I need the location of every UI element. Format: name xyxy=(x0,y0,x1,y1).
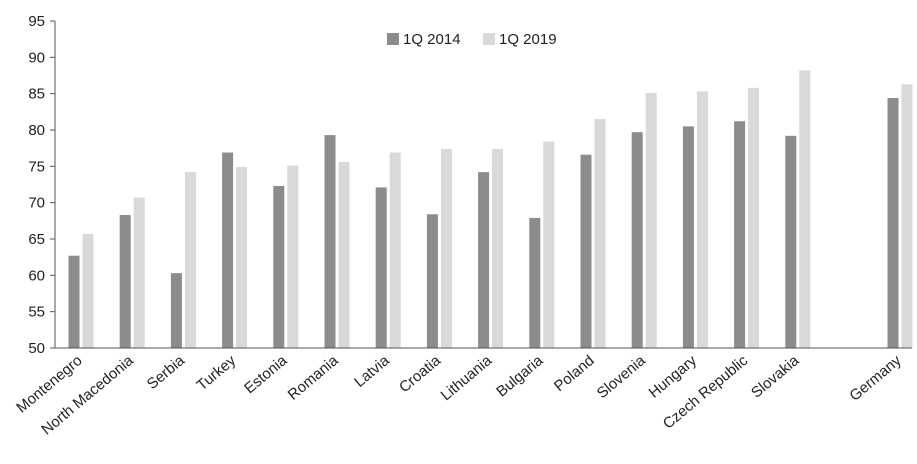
bar-series-2 xyxy=(543,141,555,348)
bar-series-2 xyxy=(184,172,196,348)
bar-series-2 xyxy=(799,70,811,348)
y-tick-label: 60 xyxy=(28,267,45,284)
x-category-label: North Macedonia xyxy=(38,352,137,439)
y-tick-label: 75 xyxy=(28,158,45,175)
bar-series-1 xyxy=(682,126,694,348)
x-category-label: Germany xyxy=(846,352,905,405)
y-tick-label: 95 xyxy=(28,13,45,30)
bar-series-1 xyxy=(631,132,643,348)
x-category-label: Bulgaria xyxy=(493,352,547,401)
bar-series-2 xyxy=(696,91,708,348)
bar-series-2 xyxy=(133,197,145,348)
bar-series-1 xyxy=(887,98,899,348)
x-category-label: Romania xyxy=(285,352,342,404)
y-axis: 50 55 60 65 70 75 80 85 90 95 xyxy=(28,13,56,357)
x-category-label: Slovakia xyxy=(748,352,803,402)
bar-series-2 xyxy=(389,152,401,348)
x-category-label: Croatia xyxy=(396,352,444,397)
bar-series-1 xyxy=(119,215,131,348)
legend-swatch xyxy=(387,33,399,45)
bar-series-1 xyxy=(529,217,541,348)
bar-series-1 xyxy=(375,187,387,348)
y-tick-label: 80 xyxy=(28,122,45,139)
x-category-label: Lithuania xyxy=(438,352,496,405)
bar-series-1 xyxy=(68,255,80,348)
bar-series-2 xyxy=(236,167,248,348)
legend: 1Q 2014 1Q 2019 xyxy=(387,31,557,48)
bar-series-2 xyxy=(287,165,299,348)
x-category-label: Poland xyxy=(551,352,598,395)
y-tick-label: 55 xyxy=(28,304,45,321)
bar-series-2 xyxy=(440,148,452,348)
y-tick-label: 70 xyxy=(28,195,45,212)
y-tick-label: 90 xyxy=(28,49,45,66)
y-tick-label: 65 xyxy=(28,231,45,248)
bar-series-2 xyxy=(82,233,94,348)
x-category-label: Estonia xyxy=(241,352,291,398)
legend-label: 1Q 2014 xyxy=(403,31,461,48)
bars xyxy=(68,70,913,348)
x-category-label: Latvia xyxy=(351,352,393,391)
bar-series-1 xyxy=(580,154,592,348)
bar-series-1 xyxy=(426,214,438,348)
legend-label: 1Q 2019 xyxy=(499,31,557,48)
legend-swatch xyxy=(483,33,495,45)
bar-series-2 xyxy=(901,84,913,348)
bar-series-1 xyxy=(785,135,797,348)
x-category-label: Turkey xyxy=(194,352,240,394)
bar-series-1 xyxy=(222,152,234,348)
bar-series-2 xyxy=(594,119,606,348)
bar-series-1 xyxy=(734,121,746,348)
bar-series-2 xyxy=(645,92,657,348)
bar-series-2 xyxy=(748,87,760,348)
bar-series-2 xyxy=(338,161,350,348)
x-category-label: Slovenia xyxy=(594,352,650,402)
x-category-label: Serbia xyxy=(144,352,189,393)
bar-series-1 xyxy=(273,185,285,348)
y-tick-label: 50 xyxy=(28,340,45,357)
y-tick-label: 85 xyxy=(28,86,45,103)
bar-series-1 xyxy=(170,273,182,348)
bar-series-1 xyxy=(478,172,490,348)
bar-series-2 xyxy=(492,148,504,348)
bar-series-1 xyxy=(324,135,336,348)
